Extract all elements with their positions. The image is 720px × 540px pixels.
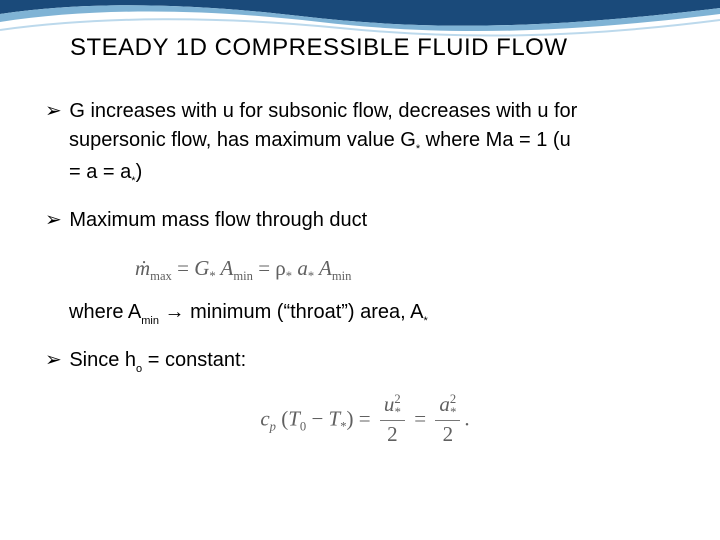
slide-title: STEADY 1D COMPRESSIBLE FLUID FLOW: [70, 34, 670, 62]
eq-sub-max: max: [150, 269, 172, 283]
bullet-3-where: where Amin → minimum (“throat”) area, A*: [45, 297, 685, 329]
eq2-eq: =: [359, 406, 376, 430]
eq2-den-b: 2: [435, 421, 460, 448]
eq-rho: = ρ: [258, 256, 286, 280]
eq2-a: a: [439, 392, 450, 416]
bullet-2: ➢ Maximum mass flow through duct: [45, 205, 685, 236]
eq2-u: u: [384, 392, 395, 416]
fraction-a: a2* 2: [435, 393, 460, 448]
eq-G: G: [194, 256, 209, 280]
eq-A2: A: [319, 256, 332, 280]
eq-ast: *: [308, 269, 314, 283]
bullet-2-text: Maximum mass flow through duct: [69, 209, 367, 231]
eq2-subast-b: *: [450, 405, 456, 419]
eq2-den-a: 2: [380, 421, 405, 448]
eq2-sup2b: 2: [450, 392, 456, 406]
eq2-eq2: =: [414, 406, 431, 430]
b4-post: = constant:: [142, 349, 246, 371]
b1-line3a: = a = a: [69, 161, 131, 183]
bullet-1: ➢ G increases with u for subsonic flow, …: [45, 96, 685, 189]
eq-eq: =: [177, 256, 194, 280]
eq2-subast: *: [395, 405, 401, 419]
eq2-sup2: 2: [394, 392, 400, 406]
eq-a: a: [297, 256, 308, 280]
b3-mid: minimum (“throat”) area, A: [190, 301, 423, 323]
subscript-star: *: [424, 315, 428, 327]
subscript-star: *: [416, 143, 420, 155]
b3-pre: where A: [69, 301, 141, 323]
bullet-4: ➢ Since ho = constant:: [45, 345, 685, 377]
eq2-p: p: [270, 420, 276, 434]
eq2-minus: −: [306, 406, 328, 430]
eq-ast: *: [209, 269, 215, 283]
bullet-arrow-icon: ➢: [45, 100, 62, 122]
sub-o: o: [136, 363, 142, 375]
b4-pre: Since h: [69, 349, 136, 371]
eq-sub-min: min: [332, 269, 352, 283]
subscript-star: *: [131, 175, 135, 187]
sub-min: min: [141, 315, 159, 327]
eq-mdot: ṁ: [135, 256, 150, 280]
bullet-arrow-icon: ➢: [45, 209, 62, 231]
eq-A1: A: [221, 256, 234, 280]
b1-line2a: supersonic flow, has maximum value G: [69, 129, 416, 151]
bullet-1-line1: G increases with u for subsonic flow, de…: [69, 100, 577, 122]
b1-line3b: ): [136, 161, 143, 183]
bullet-arrow-icon: ➢: [45, 349, 62, 371]
eq2-Tast: T: [329, 406, 341, 430]
eq2-rp: ): [347, 406, 354, 430]
b3-arrow: →: [159, 301, 190, 323]
eq2-period: .: [464, 406, 469, 430]
b1-line2b: where Ma = 1 (u: [420, 129, 571, 151]
slide-content: ➢ G increases with u for subsonic flow, …: [45, 96, 685, 448]
eq2-c: c: [260, 406, 269, 430]
eq-ast: *: [286, 269, 292, 283]
fraction-u: u2* 2: [380, 393, 405, 448]
bullet-1-continuation: supersonic flow, has maximum value G* wh…: [45, 125, 685, 189]
eq2-T0: T: [288, 406, 300, 430]
equation-mass-flow: ṁmax = G* Amin = ρ* a* Amin: [45, 252, 685, 287]
equation-enthalpy: cp (T0 − T*) = u2* 2 = a2* 2 .: [45, 393, 685, 448]
eq-sub-min: min: [233, 269, 253, 283]
